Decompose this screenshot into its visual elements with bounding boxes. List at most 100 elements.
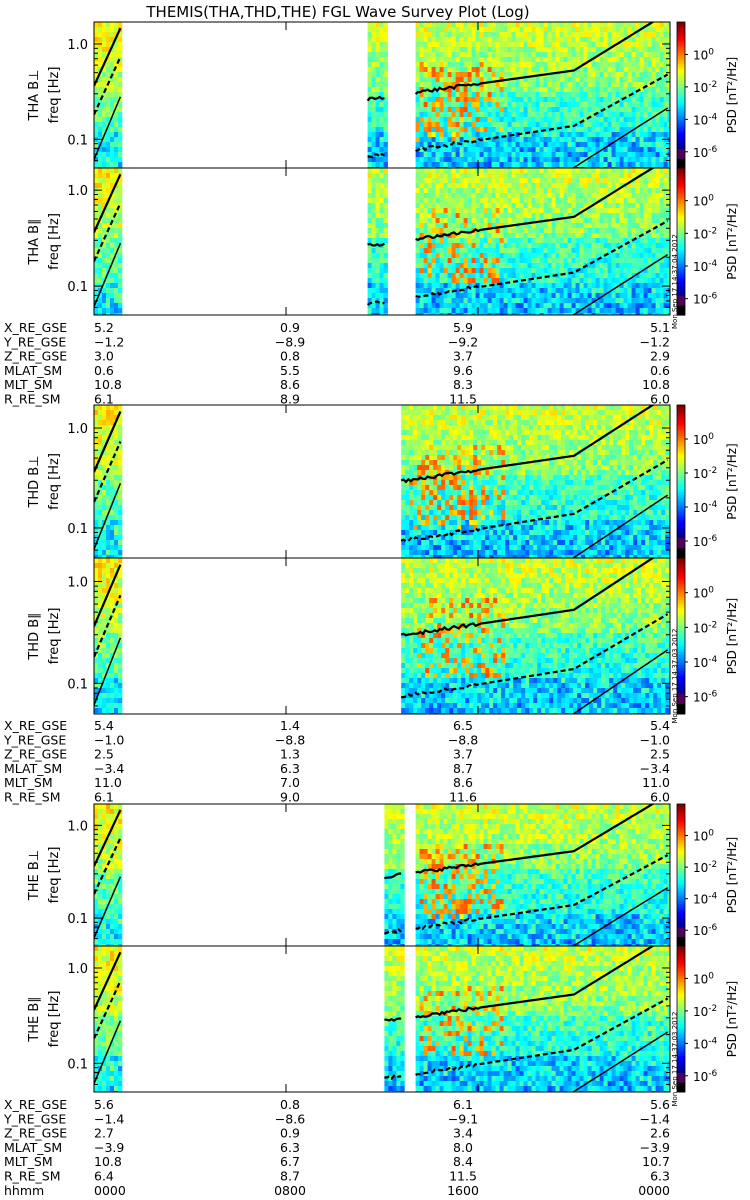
ephemeris-value: 5.4 bbox=[650, 718, 670, 733]
ephemeris-value: 8.3 bbox=[453, 377, 473, 392]
ephemeris-value: 0.6 bbox=[650, 363, 670, 378]
dashed-curve bbox=[415, 854, 669, 931]
colorbar-tick-label: 10-4 bbox=[693, 892, 718, 907]
colorbar-tick-label: 10-2 bbox=[693, 466, 717, 481]
ephemeris-value: 0.9 bbox=[280, 1126, 300, 1141]
ephemeris-value: 8.9 bbox=[280, 392, 300, 407]
timestamp-stamp: Mon Sep 17 14:37:03 2012 bbox=[671, 628, 679, 723]
dashed-curve bbox=[415, 219, 669, 298]
ephemeris-row-label: Y_RE_GSE bbox=[3, 732, 66, 747]
ephemeris-value: 6.3 bbox=[280, 1140, 300, 1155]
ephemeris-value: −3.4 bbox=[640, 761, 670, 776]
freq-tick-label: 0.1 bbox=[67, 280, 88, 295]
solid-curve bbox=[94, 809, 122, 867]
colorbar-tick-label: 10-6 bbox=[693, 534, 718, 549]
ephemeris-value: 5.9 bbox=[453, 320, 473, 335]
ephemeris-value: −3.9 bbox=[94, 1140, 124, 1155]
ephemeris-row-label: X_RE_GSE bbox=[4, 718, 67, 733]
solid-curve bbox=[415, 946, 655, 1019]
solid-curve bbox=[94, 951, 122, 1011]
ephemeris-value: 2.9 bbox=[650, 349, 670, 364]
ephemeris-value: −9.2 bbox=[448, 334, 478, 349]
ephemeris-row-label: R_RE_SM bbox=[4, 1169, 61, 1184]
colorbar-label: PSD [nT²/Hz] bbox=[725, 837, 739, 913]
low-curve bbox=[571, 887, 668, 946]
panel-name-label: THA B∥ bbox=[27, 218, 42, 265]
ephemeris-value: −1.0 bbox=[94, 732, 124, 747]
spectrogram-panel: 0.1 1.0 THE B∥ freq [Hz] 100 10-2 10-4 10-6 PSD … bbox=[27, 945, 739, 1107]
colorbar-tick-label: 10-4 bbox=[693, 1036, 718, 1051]
ephemeris-table: X_RE_GSE 5.4 1.4 6.5 5.4 Y_RE_GSE −1.0 −8.8 −8.8… bbox=[3, 718, 670, 805]
ephemeris-value: 8.6 bbox=[453, 775, 473, 790]
dashed-curve bbox=[94, 56, 122, 116]
ephemeris-row-label: R_RE_SM bbox=[4, 392, 61, 407]
ephemeris-value: 11.6 bbox=[449, 790, 477, 805]
timestamp-stamp: Mon Sep 17 14:37:03 2012 bbox=[671, 1011, 679, 1106]
panel-name-label: THE B⊥ bbox=[27, 850, 42, 901]
panel-frame bbox=[93, 557, 671, 715]
spectrogram-panel: 0.1 1.0 THD B⊥ freq [Hz] 100 10-2 10-4 10-6 PSD … bbox=[27, 404, 739, 559]
ephemeris-row-label: R_RE_SM bbox=[4, 790, 61, 805]
colorbar-tick-label: 10-6 bbox=[693, 292, 718, 307]
colorbar: 100 10-2 10-4 10-6 PSD [nT²/Hz] bbox=[676, 803, 739, 947]
dashed-curve bbox=[401, 613, 669, 699]
ephemeris-value: 10.7 bbox=[642, 1154, 670, 1169]
colorbar-tick-label: 10-4 bbox=[693, 112, 718, 127]
low-curve bbox=[94, 483, 122, 550]
ephemeris-value: 1.3 bbox=[280, 747, 300, 762]
panels-layer: 0.1 1.0 THA B⊥ freq [Hz] 100 10-2 10-4 10-6 PSD … bbox=[27, 21, 739, 1107]
ephemeris-value: 3.7 bbox=[453, 747, 473, 762]
solid-curve bbox=[415, 804, 655, 874]
ephemeris-value: 3.0 bbox=[94, 349, 114, 364]
freq-axis-label: freq [Hz] bbox=[47, 847, 62, 904]
colorbar: 100 10-2 10-4 10-6 PSD [nT²/Hz] bbox=[676, 404, 739, 559]
ephemeris-value: 2.6 bbox=[650, 1126, 670, 1141]
solid-curve bbox=[94, 27, 122, 87]
ephemeris-value: 6.1 bbox=[94, 790, 114, 805]
ephemeris-value: 2.5 bbox=[94, 747, 114, 762]
ephemeris-value: 10.8 bbox=[642, 377, 670, 392]
ephemeris-value: −8.8 bbox=[448, 732, 478, 747]
colorbar-label: PSD [nT²/Hz] bbox=[725, 57, 739, 133]
dashed-curve bbox=[415, 997, 669, 1076]
ephemeris-value: −1.4 bbox=[640, 1111, 670, 1126]
dashed-curve bbox=[400, 459, 669, 543]
colorbar: 100 10-2 10-4 10-6 PSD [nT²/Hz] bbox=[676, 167, 739, 316]
colorbar-tick-label: 10-4 bbox=[693, 259, 718, 274]
low-curve bbox=[571, 107, 669, 168]
freq-tick-label: 0.1 bbox=[67, 522, 88, 537]
ephemeris-value: −1.2 bbox=[94, 334, 124, 349]
ephemeris-value: 8.7 bbox=[453, 761, 473, 776]
ephemeris-row-label: Y_RE_GSE bbox=[3, 334, 66, 349]
colorbar-tick-label: 100 bbox=[693, 971, 714, 986]
ephemeris-row-label: X_RE_GSE bbox=[4, 1097, 67, 1112]
dashed-curve bbox=[94, 202, 122, 262]
ephemeris-value: 7.0 bbox=[280, 775, 300, 790]
dashed-curve bbox=[415, 73, 669, 153]
colorbar-tick-label: 10-6 bbox=[693, 1069, 718, 1084]
ephemeris-value: −8.9 bbox=[275, 334, 305, 349]
ephemeris-value: Dec 31 bbox=[72, 1197, 116, 1200]
low-curve bbox=[94, 1020, 122, 1084]
ephemeris-value: 10.8 bbox=[94, 1154, 122, 1169]
ephemeris-table: X_RE_GSE 5.6 0.8 6.1 5.6 Y_RE_GSE −1.4 −8.6 −9.1… bbox=[3, 1097, 670, 1200]
spectrogram-panel: 0.1 1.0 THD B∥ freq [Hz] 100 10-2 10-4 10-6 PSD … bbox=[27, 557, 739, 724]
low-curve bbox=[94, 96, 122, 160]
colorbar-label: PSD [nT²/Hz] bbox=[725, 443, 739, 519]
ephemeris-value: 6.3 bbox=[650, 1169, 670, 1184]
solid-curve bbox=[400, 405, 655, 484]
freq-tick-label: 0.1 bbox=[67, 912, 88, 927]
ephemeris-value: 9.0 bbox=[280, 790, 300, 805]
ephemeris-value: 1.4 bbox=[280, 718, 300, 733]
colorbar-tick-label: 10-6 bbox=[693, 923, 718, 938]
ephemeris-value: 6.1 bbox=[94, 392, 114, 407]
ephemeris-row-label: Z_RE_GSE bbox=[4, 1126, 67, 1141]
ephemeris-row-label: MLAT_SM bbox=[4, 761, 62, 776]
ephemeris-value: 0.9 bbox=[280, 320, 300, 335]
dashed-curve bbox=[94, 441, 122, 503]
ephemeris-value: 6.1 bbox=[453, 1097, 473, 1112]
colorbar-tick-label: 100 bbox=[693, 194, 714, 209]
ephemeris-value: 6.4 bbox=[94, 1169, 114, 1184]
solid-curve bbox=[94, 173, 122, 233]
